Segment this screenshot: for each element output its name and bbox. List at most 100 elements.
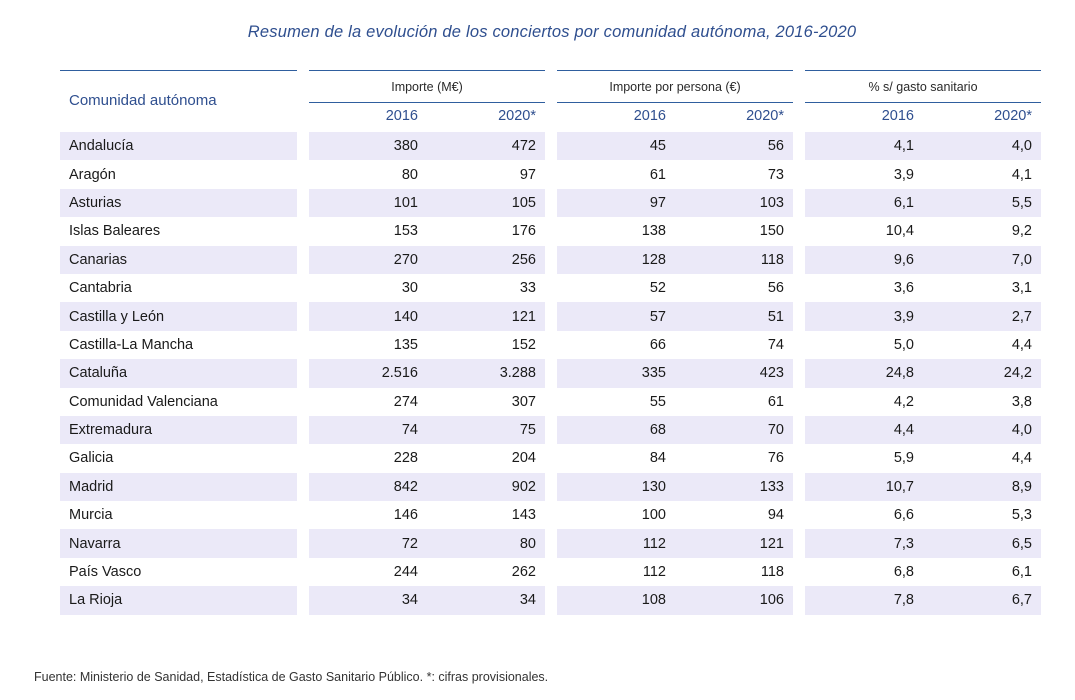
value-cell: 97 — [519, 166, 536, 183]
year-header: 2016 — [309, 102, 427, 131]
column-gap — [297, 388, 309, 416]
column-gap — [793, 473, 805, 501]
value-cell: 24,8 — [805, 359, 923, 388]
column-gap — [545, 302, 557, 330]
value-cell: 130 — [557, 472, 675, 502]
column-gap — [297, 217, 309, 245]
value-cell: 133 — [675, 472, 793, 502]
column-gap — [793, 217, 805, 245]
column-gap — [793, 302, 805, 330]
value-cell: 51 — [675, 302, 793, 331]
region-name: País Vasco — [69, 564, 142, 581]
column-gap — [545, 501, 557, 529]
column-gap — [297, 501, 309, 529]
table-row: Murcia 146 143 100 94 6,6 5,3 — [60, 501, 1041, 529]
value-cell: 228 — [393, 450, 418, 467]
value-cell: 7,3 — [805, 529, 923, 558]
table-row: Galicia 228 204 84 76 5,9 4,4 — [60, 444, 1041, 472]
value-cell: 6,6 — [893, 507, 914, 524]
value-cell: 61 — [649, 166, 666, 183]
value-cell: 101 — [309, 188, 427, 218]
column-gap — [793, 416, 805, 444]
year-header: 2020* — [675, 102, 793, 131]
value-cell: 112 — [642, 564, 666, 581]
value-cell: 5,9 — [893, 450, 914, 467]
value-cell: 152 — [511, 336, 536, 353]
value-cell: 4,0 — [923, 415, 1041, 445]
region-name: Navarra — [60, 529, 297, 558]
value-cell: 112 — [557, 529, 675, 558]
table-row: Andalucía 380 472 45 56 4,1 4,0 — [60, 129, 1041, 161]
value-cell: 274 — [393, 393, 418, 410]
value-cell: 10,7 — [805, 472, 923, 502]
value-cell: 6,1 — [805, 188, 923, 218]
value-cell: 80 — [427, 529, 545, 558]
column-gap — [545, 416, 557, 444]
column-gap — [793, 189, 805, 217]
group-header-importe-persona: Importe por persona (€) — [557, 70, 793, 103]
region-name: Canarias — [60, 245, 297, 274]
region-name: Cantabria — [69, 280, 132, 297]
column-gap — [545, 331, 557, 359]
column-gap — [297, 274, 309, 302]
value-cell: 5,5 — [923, 188, 1041, 218]
value-cell: 56 — [675, 129, 793, 161]
column-gap — [545, 217, 557, 245]
value-cell: 108 — [557, 586, 675, 615]
column-gap — [545, 359, 557, 387]
value-cell: 135 — [393, 336, 418, 353]
region-name: Castilla y León — [60, 302, 297, 331]
value-cell: 76 — [767, 450, 784, 467]
column-gap — [545, 160, 557, 188]
table-title: Resumen de la evolución de los concierto… — [247, 23, 857, 41]
value-cell: 6,5 — [923, 529, 1041, 558]
value-cell: 94 — [767, 507, 784, 524]
value-cell: 3,6 — [893, 280, 914, 297]
region-name: Extremadura — [60, 415, 297, 445]
value-cell: 153 — [393, 223, 418, 240]
column-gap — [297, 586, 309, 614]
region-name: Comunidad Valenciana — [69, 393, 218, 410]
column-gap — [545, 529, 557, 557]
value-cell: 9,6 — [805, 245, 923, 274]
value-cell: 262 — [511, 564, 536, 581]
value-cell: 121 — [675, 529, 793, 558]
column-gap — [793, 501, 805, 529]
value-cell: 146 — [393, 507, 418, 524]
value-cell: 307 — [511, 393, 536, 410]
region-name: Andalucía — [60, 129, 297, 161]
value-cell: 472 — [427, 129, 545, 161]
value-cell: 61 — [767, 393, 784, 410]
table-body: Andalucía 380 472 45 56 4,1 4,0 Aragón 80 97 61 73 3… — [60, 129, 1041, 615]
column-gap — [297, 246, 309, 274]
value-cell: 2,7 — [923, 302, 1041, 331]
column-gap — [793, 160, 805, 188]
column-gap — [545, 129, 557, 161]
column-gap — [545, 473, 557, 501]
region-name: La Rioja — [60, 586, 297, 615]
value-cell: 3,9 — [893, 166, 914, 183]
value-cell: 55 — [649, 393, 666, 410]
value-cell: 4,0 — [923, 129, 1041, 161]
value-cell: 75 — [427, 415, 545, 445]
value-cell: 97 — [557, 188, 675, 218]
value-cell: 256 — [427, 245, 545, 274]
column-gap — [793, 529, 805, 557]
value-cell: 4,1 — [1011, 166, 1032, 183]
year-header: 2020* — [923, 102, 1041, 131]
table-row: Madrid 842 902 130 133 10,7 8,9 — [60, 472, 1041, 502]
column-gap — [545, 274, 557, 302]
value-cell: 3,8 — [1011, 393, 1032, 410]
value-cell: 380 — [309, 129, 427, 161]
value-cell: 57 — [557, 302, 675, 331]
column-gap — [793, 274, 805, 302]
value-cell: 34 — [427, 586, 545, 615]
region-name: Castilla-La Mancha — [69, 336, 194, 353]
value-cell: 73 — [767, 166, 784, 183]
value-cell: 143 — [511, 507, 536, 524]
value-cell: 6,1 — [1011, 564, 1032, 581]
column-gap — [545, 246, 557, 274]
value-cell: 9,2 — [1011, 223, 1032, 240]
value-cell: 105 — [427, 188, 545, 218]
column-gap — [297, 160, 309, 188]
